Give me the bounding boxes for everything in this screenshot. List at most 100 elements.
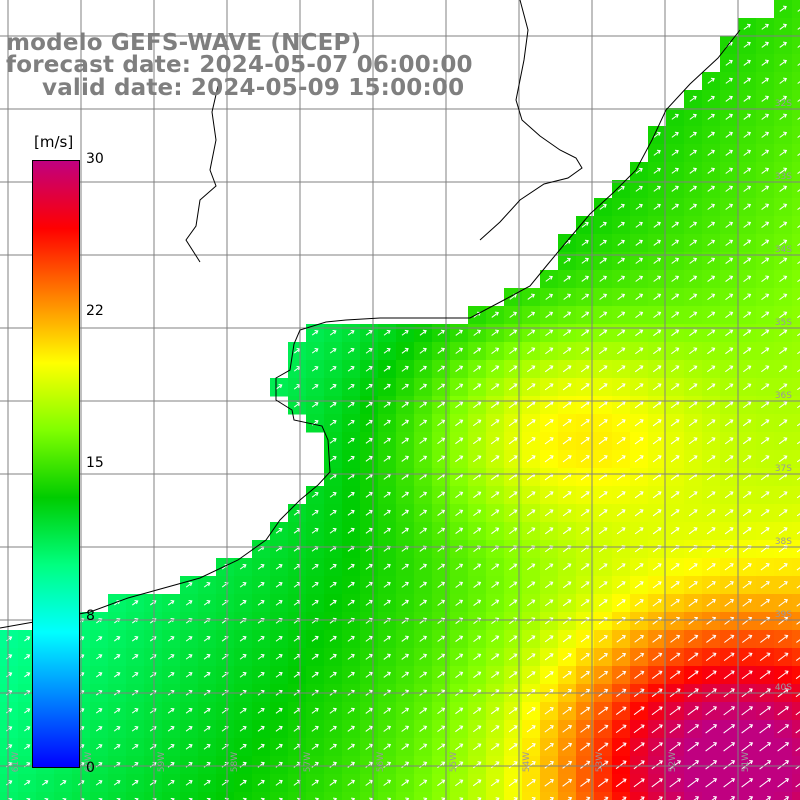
wind-arrow-head: [585, 563, 590, 568]
wind-arrow-head: [639, 455, 644, 460]
wind-arrow-head: [513, 563, 518, 568]
wind-arrow: [797, 135, 800, 138]
wind-arrow: [311, 330, 319, 336]
wind-arrow-head: [765, 95, 769, 100]
wind-arrow-head: [765, 167, 770, 172]
wind-arrow: [365, 438, 373, 444]
wind-arrow: [617, 276, 625, 282]
wind-arrow-head: [350, 743, 355, 748]
wind-arrow: [131, 636, 139, 642]
wind-arrow: [651, 742, 663, 752]
wind-arrow: [652, 491, 662, 499]
wind-arrow: [329, 384, 337, 390]
wind-arrow: [725, 60, 733, 66]
wind-arrow: [652, 437, 662, 445]
wind-cell: [792, 774, 800, 793]
wind-arrow: [347, 366, 355, 372]
wind-arrow-head: [368, 671, 373, 676]
wind-arrow-head: [657, 509, 662, 514]
wind-arrow: [544, 761, 554, 769]
wind-arrow: [419, 779, 427, 787]
wind-arrow: [616, 419, 626, 427]
wind-arrow-head: [405, 653, 409, 658]
wind-arrow: [598, 563, 608, 571]
wind-arrow-head: [441, 653, 446, 658]
wind-arrow: [419, 510, 427, 516]
wind-arrow-head: [622, 796, 627, 800]
wind-arrow: [743, 365, 751, 373]
wind-arrow: [473, 365, 481, 373]
wind-arrow: [455, 491, 463, 499]
wind-arrow-head: [513, 383, 518, 388]
wind-arrow-head: [765, 185, 770, 190]
wind-arrow-head: [711, 275, 716, 280]
wind-arrow: [779, 311, 787, 319]
wind-arrow: [741, 778, 753, 788]
wind-arrow-head: [712, 652, 717, 657]
wind-arrow: [455, 510, 463, 516]
wind-arrow: [598, 437, 608, 445]
wind-arrow: [544, 383, 554, 391]
wind-arrow: [689, 294, 697, 300]
wind-arrow: [688, 383, 698, 391]
wind-arrow-head: [98, 761, 103, 767]
wind-arrow-head: [260, 761, 265, 766]
wind-arrow: [639, 796, 645, 800]
wind-arrow-head: [134, 654, 139, 659]
wind-cell: [180, 792, 199, 800]
wind-arrow: [616, 527, 626, 535]
wind-arrow-head: [513, 725, 518, 730]
wind-arrow: [616, 635, 626, 643]
wind-arrow-head: [513, 347, 518, 352]
wind-arrow: [759, 778, 771, 788]
wind-arrow: [634, 401, 644, 409]
wind-arrow: [293, 402, 301, 408]
wind-arrow: [724, 401, 734, 409]
wind-arrow-head: [386, 599, 391, 604]
wind-arrow-head: [26, 726, 31, 731]
wind-arrow: [760, 491, 770, 499]
wind-arrow: [59, 780, 67, 786]
wind-arrow-head: [134, 672, 139, 677]
wind-arrow: [689, 96, 697, 102]
wind-arrow: [509, 581, 517, 589]
wind-arrow-head: [134, 618, 139, 623]
wind-arrow-head: [749, 760, 754, 765]
wind-arrow-head: [783, 437, 788, 442]
wind-arrow-head: [567, 635, 572, 640]
wind-arrow-head: [368, 707, 373, 712]
wind-arrow: [670, 635, 680, 643]
wind-arrow: [401, 708, 409, 714]
wind-arrow: [437, 654, 445, 660]
wind-arrow: [779, 132, 787, 138]
wind-arrow: [455, 437, 463, 445]
wind-arrow-head: [693, 401, 698, 406]
wind-cell: [792, 540, 800, 559]
wind-arrow-head: [332, 707, 337, 712]
wind-arrow: [581, 276, 589, 282]
wind-arrow: [653, 222, 661, 228]
wind-arrow: [347, 456, 355, 462]
wind-arrow-head: [278, 671, 283, 676]
wind-arrow: [599, 294, 607, 300]
wind-arrow: [419, 438, 427, 444]
wind-arrow-head: [188, 617, 193, 623]
wind-arrow: [796, 531, 800, 535]
wind-arrow-head: [98, 654, 103, 659]
wind-arrow: [545, 276, 553, 282]
wind-arrow-head: [693, 419, 698, 424]
wind-arrow-head: [404, 563, 409, 568]
wind-arrow: [185, 726, 193, 732]
wind-arrow-head: [314, 365, 319, 371]
wind-arrow-head: [549, 293, 553, 298]
wind-arrow: [797, 153, 800, 156]
wind-arrow-head: [713, 706, 718, 711]
wind-arrow-head: [783, 221, 788, 226]
wind-arrow-head: [477, 743, 482, 748]
wind-arrow: [329, 744, 337, 750]
wind-arrow-head: [386, 563, 391, 568]
wind-arrow-head: [620, 203, 625, 208]
wind-arrow: [562, 617, 572, 625]
wind-arrow-head: [314, 797, 319, 800]
wind-arrow: [761, 42, 769, 48]
